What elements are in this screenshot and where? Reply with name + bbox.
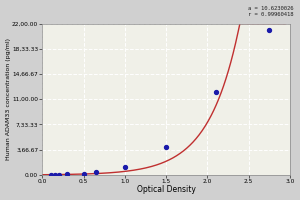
- Point: [164, 146, 169, 149]
- Point: [213, 91, 218, 94]
- Point: [267, 29, 272, 32]
- Point: [122, 165, 127, 168]
- Point: [94, 171, 98, 174]
- Point: [48, 173, 53, 176]
- Y-axis label: Human ADAM33 concentration (pg/ml): Human ADAM33 concentration (pg/ml): [6, 38, 10, 160]
- Text: a = 10.6230026
r = 0.99960418: a = 10.6230026 r = 0.99960418: [248, 6, 294, 17]
- X-axis label: Optical Density: Optical Density: [136, 185, 196, 194]
- Point: [52, 173, 57, 176]
- Point: [81, 172, 86, 175]
- Point: [56, 173, 61, 176]
- Point: [65, 173, 70, 176]
